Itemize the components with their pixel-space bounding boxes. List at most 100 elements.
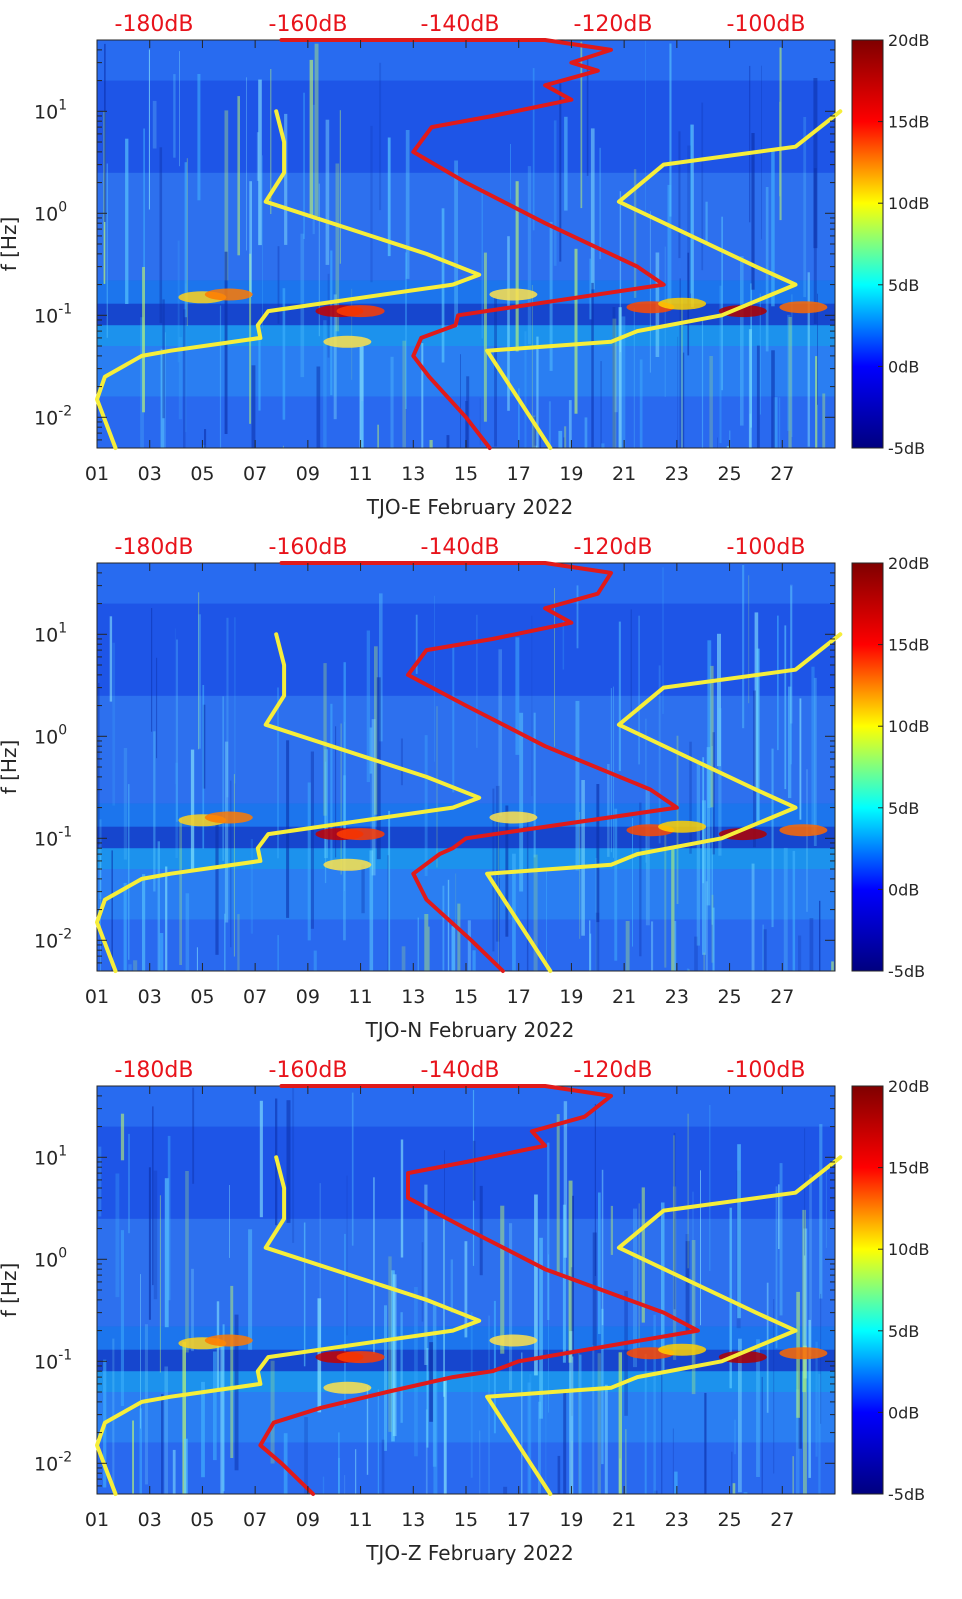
spectrogram-streak <box>284 113 288 245</box>
spectrogram-streak <box>309 59 314 216</box>
spectrogram-streak <box>226 617 229 798</box>
spectrogram-streak <box>748 329 752 448</box>
spectrogram-streak <box>806 769 808 912</box>
spectrogram-streak <box>374 646 378 815</box>
spectrogram-streak <box>343 775 346 941</box>
x-tick-label: 09 <box>296 463 320 485</box>
spectrogram-streak <box>488 1315 490 1494</box>
noise-model-curve-1 <box>95 1155 482 1496</box>
spectrogram-streak <box>405 252 407 409</box>
spectrogram-streak <box>600 361 602 448</box>
spectrogram-streak <box>625 1429 627 1494</box>
top-db-label: -180dB <box>115 535 194 560</box>
spectrogram-streak <box>164 1178 169 1328</box>
x-tick-label: 27 <box>770 986 794 1008</box>
spectrogram-streak <box>434 595 435 762</box>
spectrogram-streak <box>553 120 557 266</box>
spectrogram-band <box>97 1326 835 1350</box>
spectrogram-streak <box>132 1420 134 1494</box>
y-tick-label: 10-2 <box>34 1449 72 1475</box>
spectrogram-streak <box>799 698 802 820</box>
spectrogram-streak <box>791 294 793 437</box>
spectrogram-streak <box>472 950 476 971</box>
spectrogram-streak <box>256 132 260 181</box>
spectrogram-streak <box>324 761 327 884</box>
spectrogram-streak <box>751 863 755 971</box>
spectrogram-streak <box>661 1202 665 1373</box>
spectrogram-streak <box>614 808 618 961</box>
top-db-label: -160dB <box>269 12 348 37</box>
spectrogram-streak <box>197 74 201 201</box>
spectrogram-streak <box>310 751 314 929</box>
spectrogram-streak <box>355 1449 357 1494</box>
spectrogram-streak <box>688 969 690 971</box>
spectrogram-streak <box>402 340 406 448</box>
x-tick-label: 03 <box>138 986 162 1008</box>
spectrogram-streak <box>638 615 640 765</box>
spectrogram-streak <box>792 1456 794 1494</box>
spectrogram-streak <box>539 1237 543 1419</box>
spectrogram-streak <box>424 914 429 971</box>
spectrogram-streak <box>591 282 594 448</box>
colorbar-label: 15dB <box>888 113 930 132</box>
spectrogram-streak <box>554 588 555 747</box>
spectrogram-streak <box>222 1324 225 1492</box>
spectrogram-streak <box>465 401 468 448</box>
spectrogram-streak <box>109 616 113 702</box>
power-overlay-curve <box>258 1084 700 1496</box>
spectrogram-streak <box>773 397 778 448</box>
spectrogram-hotspot <box>718 1351 767 1364</box>
spectrogram-streak <box>112 642 116 806</box>
spectrogram-streak <box>479 1430 481 1494</box>
spectrogram-hotspot <box>658 1343 707 1356</box>
spectrogram-streak <box>339 110 341 264</box>
spectrogram-streak <box>359 346 364 448</box>
spectrogram-streak <box>215 819 219 955</box>
top-db-label: -180dB <box>115 1058 194 1083</box>
spectrogram-streak <box>569 1331 574 1494</box>
y-tick-label: 100 <box>34 722 67 748</box>
spectrogram-streak <box>175 762 178 859</box>
spectrogram-streak <box>762 924 764 971</box>
spectrogram-hotspot <box>658 297 707 310</box>
spectrogram-streak <box>98 683 100 846</box>
spectrogram-streak <box>510 144 511 200</box>
spectrogram-streak <box>467 920 471 971</box>
spectrogram-streak <box>307 782 311 941</box>
spectrogram-band <box>97 346 835 397</box>
spectrogram-streak <box>472 1140 476 1201</box>
spectrogram-streak <box>831 961 834 971</box>
spectrogram-band <box>97 1126 835 1219</box>
x-tick-label: 23 <box>665 463 689 485</box>
spectrogram-hotspot <box>489 288 538 301</box>
spectrogram-streak <box>612 307 616 448</box>
spectrogram-streak <box>700 1170 701 1326</box>
spectrogram-streak <box>533 712 536 858</box>
spectrogram-streak <box>589 920 591 971</box>
spectrogram-streak <box>604 1384 608 1494</box>
x-tick-label: 07 <box>243 986 267 1008</box>
x-tick-label: 21 <box>612 463 636 485</box>
spectrogram-streak <box>756 345 760 448</box>
spectrogram-streak <box>667 184 672 307</box>
spectrogram-streak <box>761 1376 763 1494</box>
spectrogram-streak <box>792 850 796 971</box>
spectrogram-streak <box>564 426 567 448</box>
spectrogram-streak <box>472 1090 475 1266</box>
spectrogram-hotspot <box>336 305 385 318</box>
spectrogram-streak <box>428 926 430 971</box>
spectrogram-streak <box>457 903 461 971</box>
spectrogram-streak <box>612 318 617 448</box>
spectrogram-hotspot <box>204 1334 253 1347</box>
spectrogram-streak <box>381 1439 385 1494</box>
spectrogram-streak <box>160 348 165 448</box>
spectrogram-streak <box>159 147 163 324</box>
spectrogram-streak <box>120 1113 125 1161</box>
spectrogram-streak <box>405 130 410 279</box>
spectrogram-streak <box>809 918 814 971</box>
spectrogram-streak <box>614 341 618 413</box>
spectrogram-streak <box>795 1389 800 1494</box>
spectrogram-streak <box>379 593 383 742</box>
spectrogram-streak <box>330 703 333 869</box>
spectrogram-hotspot <box>204 811 253 824</box>
